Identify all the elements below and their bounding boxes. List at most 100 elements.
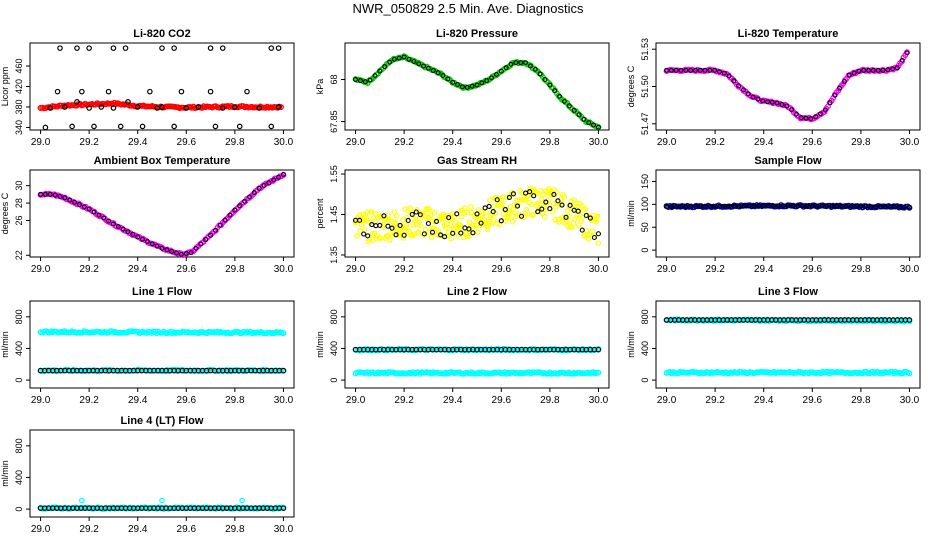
reference-point: [819, 203, 825, 209]
reference-point: [425, 220, 431, 227]
y-tick-label: 800: [14, 309, 24, 324]
data-point: [530, 211, 536, 218]
reference-point: [537, 71, 543, 77]
x-tick-label: 30.0: [589, 137, 609, 148]
y-axis-label: degrees C: [0, 192, 10, 234]
plot-frame: [344, 300, 610, 389]
panel-title: Line 1 Flow: [132, 286, 192, 298]
data-point: [134, 104, 141, 110]
reference-point: [822, 107, 828, 113]
reference-point: [576, 112, 582, 118]
reference-point: [242, 198, 248, 204]
reference-point: [52, 192, 58, 198]
reference-point: [486, 203, 492, 209]
data-point: [427, 229, 433, 236]
data-point: [484, 226, 491, 233]
plot-frame: [655, 42, 921, 131]
x-tick-label: 29.2: [79, 137, 99, 148]
reference-point: [433, 218, 440, 224]
x-tick-label: 29.2: [705, 137, 725, 148]
x-tick-label: 29.4: [128, 524, 148, 535]
series-2: [42, 45, 282, 131]
data-point: [595, 240, 602, 246]
reference-point: [489, 75, 495, 81]
reference-point: [217, 222, 223, 228]
y-axis-label: percent: [315, 198, 325, 229]
x-tick-label: 29.2: [79, 395, 99, 406]
data-point: [426, 206, 432, 213]
data-point: [159, 104, 165, 110]
reference-point: [513, 60, 519, 66]
reference-point: [474, 82, 480, 88]
data-point: [154, 105, 160, 111]
reference-point: [498, 218, 504, 224]
reference-point: [387, 59, 393, 65]
reference-point: [746, 203, 752, 209]
reference-point: [547, 82, 553, 88]
reference-point: [800, 203, 806, 209]
reference-point: [391, 56, 397, 62]
reference-point: [567, 202, 573, 208]
reference-point: [86, 206, 92, 212]
x-tick-label: 29.2: [394, 137, 414, 148]
x-tick-label: 29.8: [225, 524, 245, 535]
reference-point: [42, 191, 48, 197]
reference-point: [843, 203, 849, 209]
data-point: [422, 226, 429, 233]
reference-point: [164, 247, 170, 253]
reference-point: [790, 203, 796, 209]
series-1: [37, 328, 287, 337]
reference-point: [510, 191, 516, 197]
reference-point: [736, 83, 742, 89]
data-point: [268, 123, 275, 130]
data-point: [404, 215, 410, 221]
reference-point: [498, 68, 504, 74]
reference-point: [557, 93, 563, 99]
reference-point: [389, 225, 395, 231]
reference-point: [668, 67, 674, 73]
x-tick-label: 29.6: [177, 137, 197, 148]
data-point: [582, 206, 589, 212]
reference-point: [508, 61, 514, 67]
reference-point: [227, 212, 233, 218]
reference-point: [222, 217, 228, 223]
plot-frame: [344, 169, 610, 258]
x-tick-label: 29.6: [177, 395, 197, 406]
reference-point: [115, 224, 121, 230]
reference-point: [702, 67, 708, 73]
reference-point: [683, 67, 689, 73]
reference-point: [892, 204, 898, 210]
x-tick-label: 29.0: [657, 395, 677, 406]
reference-point: [775, 203, 781, 209]
data-point: [490, 217, 497, 223]
reference-point: [417, 212, 423, 218]
x-tick-label: 29.8: [540, 264, 560, 275]
y-tick-label: 1.35: [329, 246, 339, 264]
x-tick-label: 29.6: [492, 137, 512, 148]
reference-point: [188, 250, 194, 256]
reference-point: [280, 171, 286, 177]
data-point: [386, 237, 393, 243]
data-point: [54, 88, 61, 95]
reference-point: [750, 94, 756, 100]
reference-point: [409, 211, 415, 217]
reference-point: [76, 202, 82, 208]
reference-point: [904, 50, 910, 56]
data-point: [98, 104, 105, 110]
reference-point: [440, 73, 446, 79]
page-title: NWR_050829 2.5 Min. Ave. Diagnostics: [352, 1, 584, 16]
x-tick-label: 29.4: [754, 137, 774, 148]
data-point: [414, 206, 420, 213]
reference-point: [846, 72, 852, 78]
data-point: [105, 88, 112, 95]
reference-point: [518, 213, 525, 219]
reference-point: [755, 96, 761, 102]
data-point: [466, 219, 473, 225]
data-point: [474, 229, 481, 235]
reference-point: [547, 206, 553, 212]
data-point: [593, 219, 599, 225]
reference-point: [203, 237, 209, 243]
data-point: [207, 88, 214, 95]
panel-8: Line 2 Flow ml/min 0 400 800 29.0 29.2 29.4 29.6…: [315, 286, 610, 406]
data-point: [474, 222, 480, 229]
